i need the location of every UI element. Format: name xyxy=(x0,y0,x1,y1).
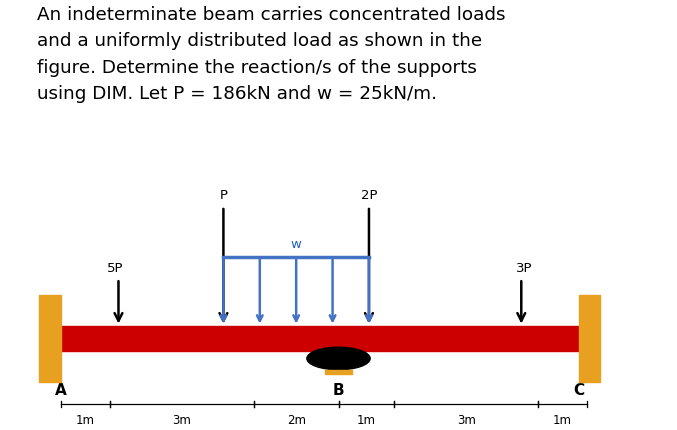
Text: An indeterminate beam carries concentrated loads
and a uniformly distributed loa: An indeterminate beam carries concentrat… xyxy=(37,6,506,103)
Circle shape xyxy=(307,347,370,370)
Text: 3m: 3m xyxy=(457,414,475,427)
Text: 1m: 1m xyxy=(553,414,572,427)
Bar xyxy=(39,295,61,382)
Text: 5P: 5P xyxy=(107,262,123,275)
Text: A: A xyxy=(55,383,67,398)
Text: w: w xyxy=(290,238,302,251)
Text: 3P: 3P xyxy=(517,262,533,275)
Bar xyxy=(579,295,600,382)
Bar xyxy=(61,326,579,350)
Text: 2P: 2P xyxy=(361,190,377,203)
Text: 3m: 3m xyxy=(173,414,191,427)
Text: B: B xyxy=(332,383,345,398)
Text: 1m: 1m xyxy=(357,414,376,427)
Text: 2m: 2m xyxy=(286,414,306,427)
Text: P: P xyxy=(219,190,227,203)
Bar xyxy=(325,370,352,374)
Text: 1m: 1m xyxy=(76,414,95,427)
Text: C: C xyxy=(573,383,584,398)
